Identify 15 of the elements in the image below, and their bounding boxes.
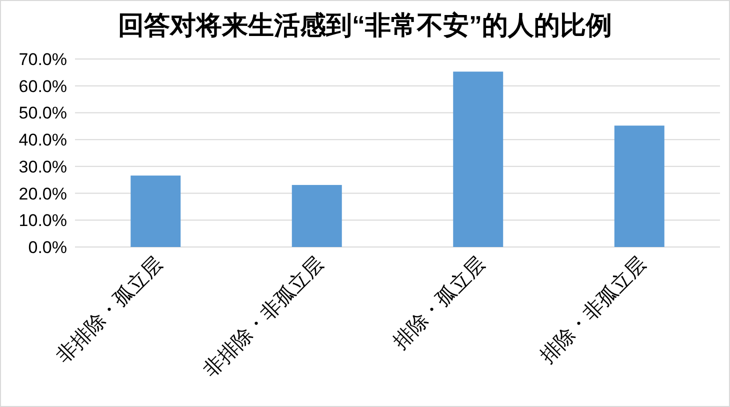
- bar: [292, 184, 342, 247]
- y-tick-label: 40.0%: [18, 130, 67, 150]
- y-tick-label: 70.0%: [18, 50, 67, 69]
- bar: [453, 72, 504, 247]
- x-tick-label: 非排除・非孤立层: [200, 252, 328, 382]
- y-tick-label: 50.0%: [18, 104, 67, 123]
- y-tick-label: 20.0%: [18, 184, 67, 204]
- bar: [130, 176, 181, 247]
- chart-title: 回答对将来生活感到“非常不安”的人的比例: [118, 10, 612, 40]
- y-tick-label: 30.0%: [18, 157, 67, 176]
- bar: [614, 126, 664, 247]
- x-tick-label: 排除・非孤立层: [536, 252, 651, 368]
- y-tick-label: 60.0%: [18, 76, 67, 96]
- y-tick-label: 10.0%: [18, 211, 67, 230]
- x-tick-label: 排除・孤立层: [389, 252, 490, 354]
